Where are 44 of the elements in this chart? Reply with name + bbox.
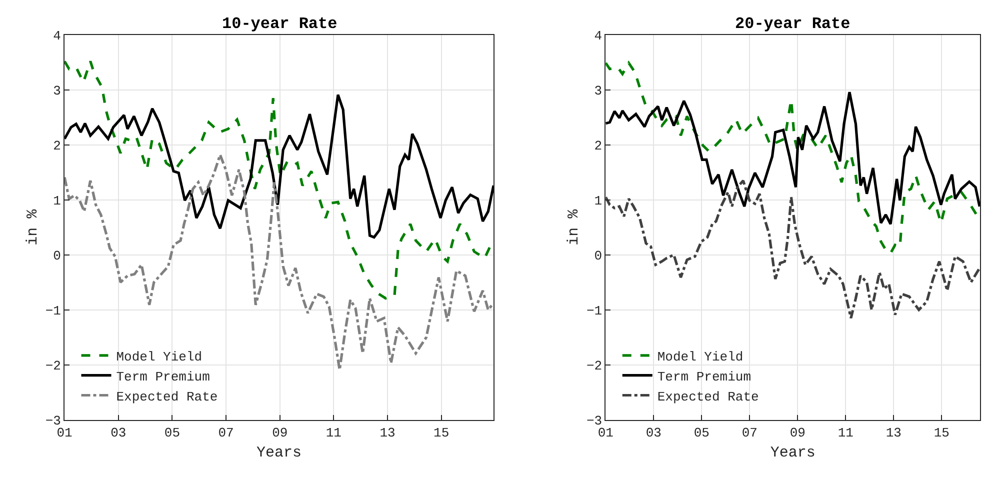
y-tick-label: −1 [586, 303, 602, 318]
y-tick-label: −2 [586, 358, 602, 374]
y-tick-label: 0 [53, 248, 61, 264]
x-tick-label: 03 [646, 425, 662, 440]
legend-label: Expected Rate [657, 389, 759, 404]
x-tick-label: 07 [742, 425, 758, 440]
x-axis-title: Years [256, 444, 302, 462]
line-series [64, 153, 494, 372]
x-tick-label: 07 [218, 425, 234, 440]
legend-label: Model Yield [657, 350, 744, 365]
x-tick-label: 11 [838, 425, 854, 440]
y-tick-label: 4 [53, 28, 62, 44]
legend-label: Model Yield [116, 350, 202, 365]
y-axis-title: in % [566, 208, 583, 246]
chart-title: 20-year Rate [735, 15, 850, 33]
x-tick-label: 09 [790, 425, 806, 440]
legend-label: Expected Rate [116, 389, 218, 404]
x-tick-label: 11 [326, 425, 342, 440]
y-tick-label: 3 [53, 83, 61, 98]
x-tick-label: 05 [164, 425, 180, 440]
x-tick-label: 09 [272, 425, 288, 440]
x-tick-label: 13 [886, 425, 902, 440]
y-tick-label: 0 [594, 248, 602, 264]
x-tick-label: 03 [110, 425, 126, 440]
line-series [606, 179, 980, 320]
y-tick-label: 3 [594, 83, 602, 98]
chart-title: 10-year Rate [222, 15, 338, 33]
legend-label: Term Premium [116, 369, 210, 384]
y-tick-label: 1 [53, 193, 62, 208]
x-axis-title: Years [770, 444, 816, 462]
x-tick-label: 05 [694, 425, 710, 440]
y-tick-label: −2 [45, 358, 61, 374]
y-axis-title: in % [24, 208, 42, 246]
y-tick-label: 1 [594, 193, 602, 208]
line-series [606, 90, 980, 226]
legend-label: Term Premium [657, 369, 752, 384]
line-series [64, 94, 494, 239]
y-tick-label: 2 [53, 138, 61, 154]
y-tick-label: 2 [594, 138, 602, 154]
x-tick-label: 15 [434, 425, 450, 440]
y-tick-label: 4 [594, 28, 602, 44]
y-tick-label: −1 [45, 303, 62, 318]
x-tick-label: 15 [934, 425, 950, 440]
x-tick-label: 13 [380, 425, 396, 440]
